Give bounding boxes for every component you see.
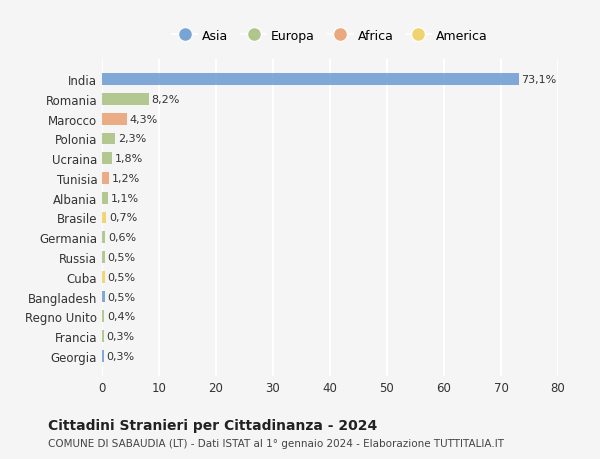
Legend: Asia, Europa, Africa, America: Asia, Europa, Africa, America xyxy=(167,25,493,48)
Text: 1,1%: 1,1% xyxy=(111,193,139,203)
Text: 0,6%: 0,6% xyxy=(108,233,136,243)
Text: 0,5%: 0,5% xyxy=(108,292,136,302)
Bar xyxy=(102,74,518,86)
Text: COMUNE DI SABAUDIA (LT) - Dati ISTAT al 1° gennaio 2024 - Elaborazione TUTTITALI: COMUNE DI SABAUDIA (LT) - Dati ISTAT al … xyxy=(48,438,504,448)
Bar xyxy=(102,271,105,283)
Text: 0,7%: 0,7% xyxy=(109,213,137,223)
Bar xyxy=(102,212,106,224)
Bar xyxy=(102,173,109,185)
Text: 0,5%: 0,5% xyxy=(108,272,136,282)
Bar xyxy=(102,232,106,244)
Text: 0,3%: 0,3% xyxy=(107,351,134,361)
Text: 1,8%: 1,8% xyxy=(115,154,143,164)
Text: 0,4%: 0,4% xyxy=(107,312,136,322)
Bar xyxy=(102,192,108,204)
Bar xyxy=(102,330,104,342)
Text: 0,3%: 0,3% xyxy=(107,331,134,341)
Text: 2,3%: 2,3% xyxy=(118,134,146,144)
Text: 4,3%: 4,3% xyxy=(130,114,158,124)
Text: 1,2%: 1,2% xyxy=(112,174,140,184)
Bar xyxy=(102,350,104,362)
Bar xyxy=(102,133,115,145)
Text: 73,1%: 73,1% xyxy=(521,75,557,85)
Bar xyxy=(102,113,127,125)
Bar xyxy=(102,153,112,165)
Text: 8,2%: 8,2% xyxy=(152,95,180,105)
Bar xyxy=(102,311,104,323)
Text: Cittadini Stranieri per Cittadinanza - 2024: Cittadini Stranieri per Cittadinanza - 2… xyxy=(48,418,377,431)
Bar xyxy=(102,94,149,106)
Bar xyxy=(102,291,105,303)
Bar xyxy=(102,252,105,263)
Text: 0,5%: 0,5% xyxy=(108,252,136,263)
